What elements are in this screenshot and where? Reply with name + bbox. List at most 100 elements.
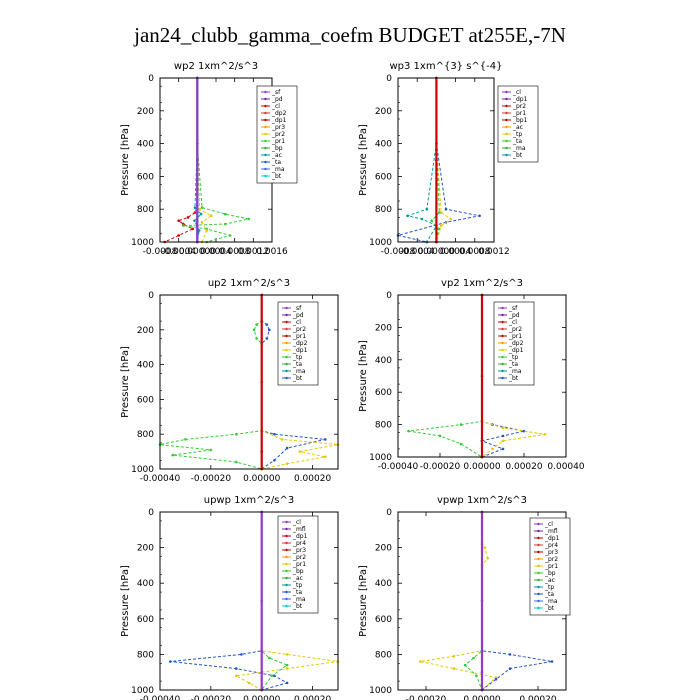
legend-marker [264, 97, 267, 101]
data-point [285, 681, 289, 685]
data-point [273, 674, 276, 678]
data-point [324, 455, 327, 459]
data-point [265, 337, 269, 340]
legend-marker [285, 362, 288, 366]
data-point [247, 217, 250, 221]
data-point [186, 216, 190, 219]
legend-label: _pr2 [508, 326, 522, 333]
data-point [508, 667, 512, 670]
legend-marker [285, 562, 288, 566]
legend-marker [264, 90, 267, 94]
data-point [168, 660, 172, 663]
legend-label: _pr2 [544, 556, 558, 563]
series-line-pr2 [435, 78, 452, 243]
plot-frame [397, 294, 567, 458]
legend-marker [501, 306, 504, 310]
y-tick-label: 800 [375, 205, 392, 215]
data-point [260, 670, 264, 674]
y-tick-label: 1000 [369, 238, 392, 248]
y-tick-label: 600 [375, 615, 392, 625]
legend-label: _cl [271, 103, 280, 110]
series-line-pr1 [183, 78, 249, 243]
legend-label: _cl [292, 319, 301, 326]
x-tick-label: -0.0004 [161, 247, 196, 257]
x-tick-label: -0.00020 [191, 474, 232, 484]
legend-label: _pd [292, 312, 304, 319]
legend-marker [501, 362, 504, 366]
legend-marker [537, 564, 540, 568]
y-tick-label: 1000 [131, 465, 154, 475]
legend-marker [285, 583, 288, 587]
legend-label: _ma [271, 166, 285, 173]
legend-label: _bt [508, 375, 519, 382]
series-line-pr2 [234, 512, 339, 691]
chart-panel-2: wp3 1xm^{3} s^{-4} Pressure [hPa] 0 200 400 6… [358, 61, 539, 257]
data-point [452, 654, 456, 658]
legend-marker [264, 132, 267, 136]
data-point [193, 206, 197, 209]
legend-marker [505, 153, 508, 157]
x-tick-label: -0.0004 [400, 247, 435, 257]
x-tick-label: 0.00000 [418, 247, 455, 257]
x-tick-label: 0.00020 [505, 462, 542, 472]
legend-label: _cl [544, 521, 553, 528]
legend-label: _bp [271, 145, 283, 152]
legend-marker [285, 527, 288, 531]
legend-label: _tp [508, 354, 518, 361]
legend-label: _pd [271, 96, 283, 103]
data-point [508, 653, 512, 656]
legend-label: _cl [508, 319, 517, 326]
data-point [268, 328, 271, 332]
legend-label: _pr1 [292, 561, 306, 568]
figure-title: jan24_clubb_gamma_coefm BUDGET at255E,-7… [133, 23, 566, 47]
legend-label: _ma [508, 368, 522, 375]
data-point [438, 211, 441, 214]
x-tick-label: 0.0004 [200, 247, 232, 257]
plot-frame [159, 511, 339, 691]
legend-marker [264, 153, 267, 157]
y-axis-label: Pressure [hPa] [358, 565, 369, 637]
y-tick-label: 1000 [369, 453, 392, 463]
data-point [324, 438, 327, 441]
legend-label: _ta [512, 138, 522, 145]
legend-label: _sf [271, 89, 281, 96]
data-point [407, 429, 410, 433]
y-tick-label: 1000 [369, 686, 392, 696]
panels-group: wp2 1xm^2/s^3 Pressure [hPa] 0 200 400 600 800… [120, 61, 585, 700]
legend-label: _bt [544, 605, 555, 612]
data-point [235, 432, 238, 436]
legend-marker [285, 541, 288, 545]
y-tick-label: 600 [137, 395, 154, 405]
x-tick-label: 0.0008 [219, 247, 251, 257]
x-tick-label: -0.0008 [143, 247, 178, 257]
legend-marker [285, 534, 288, 538]
data-point [486, 557, 489, 560]
legend-marker [537, 543, 540, 547]
legend-marker [537, 557, 540, 561]
data-point [182, 224, 185, 227]
data-point [285, 667, 289, 670]
legend-label: _tp [544, 584, 554, 591]
legend-marker [501, 369, 504, 373]
data-point [522, 429, 526, 433]
data-point [452, 667, 456, 670]
data-point [439, 224, 443, 227]
data-point [198, 207, 201, 211]
data-point [478, 214, 481, 218]
legend-label: _pr3 [271, 124, 285, 131]
legend-label: _pr2 [271, 131, 285, 138]
legend-label: _pr1 [512, 110, 526, 117]
data-point [252, 328, 256, 332]
y-tick-label: 800 [375, 421, 392, 431]
legend-label: _dp2 [292, 340, 308, 347]
legend-marker [285, 306, 288, 310]
y-tick-label: 400 [375, 579, 392, 589]
panel-title: wp3 1xm^{3} s^{-4} [389, 61, 502, 72]
legend-marker [501, 313, 504, 317]
data-point [435, 224, 438, 227]
legend-label: _ac [544, 577, 555, 584]
y-tick-label: 0 [148, 508, 154, 518]
legend-marker [537, 522, 540, 526]
legend-label: _pr1 [544, 563, 558, 570]
